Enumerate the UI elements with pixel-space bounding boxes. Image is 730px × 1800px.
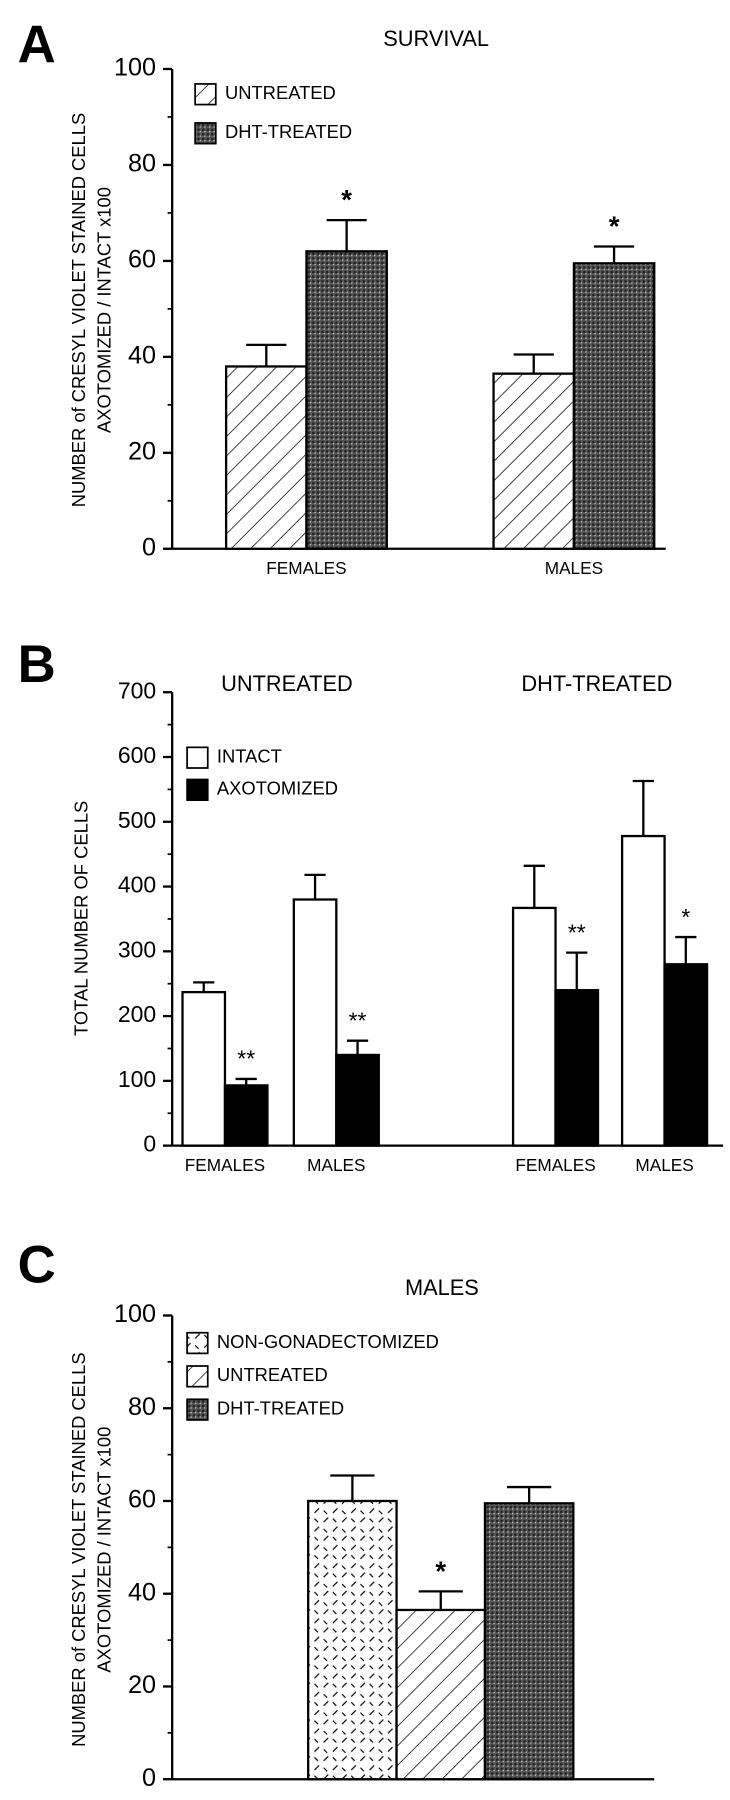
- y-tick-label: 20: [128, 1671, 156, 1699]
- bar: [554, 989, 600, 1147]
- bar: [224, 365, 308, 550]
- legend-label: NON-GONADECTOMIZED: [217, 1331, 439, 1352]
- y-tick-label: 40: [128, 1578, 156, 1606]
- y-axis-label: AXOTOMIZED / INTACT x100: [93, 187, 114, 433]
- error-bar: [346, 1039, 369, 1055]
- error-bar: [235, 1077, 257, 1086]
- x-tick-label: FEMALES: [515, 1155, 595, 1175]
- legend-swatch: [186, 1398, 209, 1421]
- error-bar: [513, 353, 554, 374]
- bar: [572, 262, 656, 550]
- y-axis-label: TOTAL NUMBER OF CELLS: [70, 801, 91, 1036]
- y-axis-label: NUMBER of CRESYL VIOLET STAINED CELLS: [68, 113, 89, 508]
- error-bar: [418, 1590, 463, 1610]
- panel-label: B: [18, 635, 56, 694]
- bar: [492, 372, 576, 550]
- significance-star: **: [237, 1046, 255, 1072]
- group-title: UNTREATED: [221, 671, 353, 696]
- y-tick-label: 20: [128, 437, 156, 465]
- y-tick-label: 600: [118, 742, 156, 768]
- group-title: DHT-TREATED: [521, 671, 672, 696]
- legend-label: INTACT: [217, 746, 282, 767]
- y-tick-label: 0: [142, 533, 156, 561]
- error-bar: [507, 1485, 552, 1504]
- y-tick-label: 300: [118, 936, 156, 962]
- y-tick-label: 80: [128, 1393, 156, 1421]
- legend-label: UNTREATED: [217, 1364, 328, 1385]
- y-tick-label: 40: [128, 342, 156, 370]
- y-axis-label: NUMBER of CRESYL VIOLET STAINED CELLS: [68, 1352, 89, 1747]
- significance-star: **: [568, 919, 586, 945]
- bar: [307, 1499, 398, 1781]
- y-tick-label: 200: [118, 1001, 156, 1027]
- significance-star: **: [349, 1007, 367, 1033]
- significance-star: *: [681, 904, 690, 930]
- x-tick-label: MALES: [307, 1155, 365, 1175]
- error-bar: [326, 218, 367, 252]
- y-tick-label: 100: [114, 1300, 156, 1328]
- y-tick-label: 80: [128, 150, 156, 178]
- bar: [511, 906, 557, 1147]
- bar: [395, 1608, 487, 1781]
- legend-label: AXOTOMIZED: [217, 778, 338, 799]
- y-tick-label: 60: [128, 246, 156, 274]
- significance-star: *: [435, 1555, 446, 1586]
- legend-swatch: [194, 122, 217, 145]
- x-tick-label: MALES: [545, 558, 603, 578]
- y-tick-label: 100: [114, 54, 156, 82]
- legend-swatch: [186, 778, 209, 802]
- bar: [181, 990, 227, 1147]
- legend-label: DHT-TREATED: [225, 121, 352, 142]
- chart-title: MALES: [405, 1275, 479, 1300]
- error-bar: [193, 981, 215, 993]
- bar: [292, 898, 338, 1147]
- legend-label: UNTREATED: [225, 82, 336, 103]
- legend-swatch: [194, 83, 217, 106]
- bar: [620, 834, 666, 1147]
- y-axis-label: AXOTOMIZED / INTACT x100: [93, 1427, 114, 1673]
- legend-swatch: [186, 1331, 209, 1355]
- y-tick-label: 500: [118, 807, 156, 833]
- x-tick-label: MALES: [635, 1155, 693, 1175]
- legend-label: DHT-TREATED: [217, 1397, 344, 1418]
- y-tick-label: 400: [118, 872, 156, 898]
- error-bar: [566, 951, 588, 991]
- error-bar: [304, 873, 326, 900]
- y-tick-label: 700: [118, 677, 156, 703]
- chart-title: SURVIVAL: [383, 26, 489, 51]
- bar: [483, 1502, 575, 1781]
- y-tick-label: 60: [128, 1486, 156, 1514]
- x-tick-label: FEMALES: [185, 1155, 265, 1175]
- error-bar: [675, 935, 697, 965]
- x-tick-label: FEMALES: [266, 558, 346, 578]
- error-bar: [632, 779, 654, 837]
- error-bar: [246, 343, 287, 367]
- error-bar: [330, 1474, 375, 1501]
- y-tick-label: 100: [118, 1066, 156, 1092]
- error-bar: [523, 864, 545, 908]
- bar: [223, 1084, 269, 1147]
- panel-label: C: [18, 1235, 56, 1294]
- y-tick-label: 0: [143, 1131, 156, 1157]
- bar: [305, 250, 388, 550]
- panel-label: A: [18, 15, 56, 74]
- significance-star: *: [341, 184, 352, 215]
- legend-swatch: [186, 1365, 209, 1388]
- legend-swatch: [186, 746, 209, 769]
- y-tick-label: 0: [142, 1764, 156, 1792]
- significance-star: *: [609, 210, 620, 241]
- bar: [663, 963, 709, 1147]
- bar: [335, 1053, 380, 1147]
- error-bar: [593, 245, 635, 264]
